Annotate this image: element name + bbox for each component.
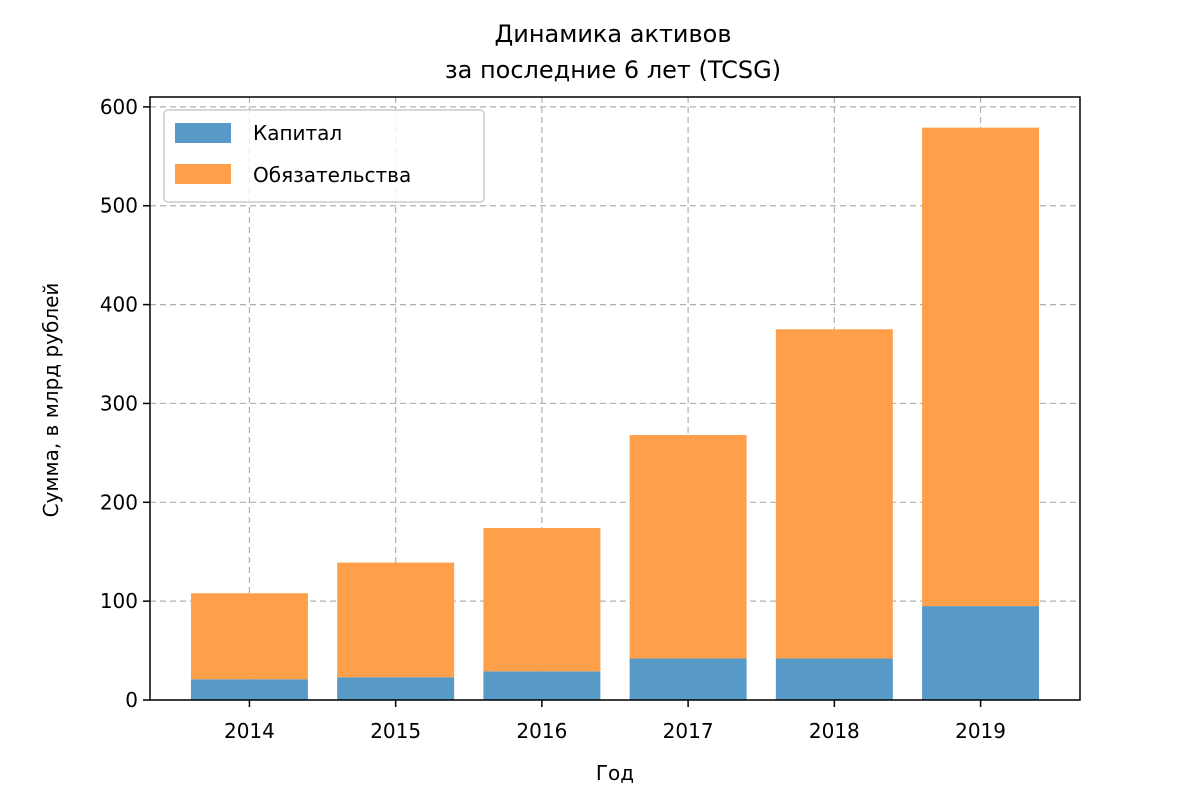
y-tick-label-500: 500 [100,194,138,218]
bar-liabilities-2016 [483,527,601,672]
x-tick-label-2014: 2014 [224,719,275,743]
bar-capital-2019 [922,606,1040,700]
y-tick-label-0: 0 [125,688,138,712]
bar-capital-2014 [190,679,308,700]
chart-title-line-1: Динамика активов [494,20,731,48]
bar-capital-2015 [337,677,455,700]
x-tick-label-2016: 2016 [516,719,567,743]
legend-label-liabilities: Обязательства [253,163,411,187]
legend-box [163,109,485,203]
x-tick-label-2018: 2018 [809,719,860,743]
bar-liabilities-2017 [629,435,747,659]
y-tick-label-100: 100 [100,589,138,613]
y-axis-label: Сумма, в млрд рублей [39,283,63,518]
bar-liabilities-2018 [775,329,893,659]
bar-capital-2016 [483,671,601,700]
y-tick-label-200: 200 [100,490,138,514]
legend-label-capital: Капитал [253,121,342,145]
y-tick-label-300: 300 [100,391,138,415]
bar-liabilities-2019 [922,127,1040,607]
x-axis-label: Год [596,761,634,785]
bar-liabilities-2014 [190,593,308,680]
legend-swatch-liabilities [175,164,231,184]
legend-swatch-capital [175,123,231,143]
legend[interactable]: Капитал Обязательства [163,109,485,203]
plot-frame [149,96,1081,701]
bar-capital-2017 [629,658,747,700]
y-axis-ticks: 0 100 200 300 400 500 600 [100,95,150,712]
x-tick-label-2019: 2019 [955,719,1006,743]
y-tick-label-600: 600 [100,95,138,119]
bars [190,127,1040,700]
bar-capital-2018 [775,658,893,700]
y-tick-label-400: 400 [100,293,138,317]
x-axis-ticks: 2014 2015 2016 2017 2018 2019 [224,700,1006,743]
x-tick-label-2017: 2017 [663,719,714,743]
chart-title-line-2: за последние 6 лет (TCSG) [445,56,781,84]
x-tick-label-2015: 2015 [370,719,421,743]
bar-liabilities-2015 [337,562,455,678]
